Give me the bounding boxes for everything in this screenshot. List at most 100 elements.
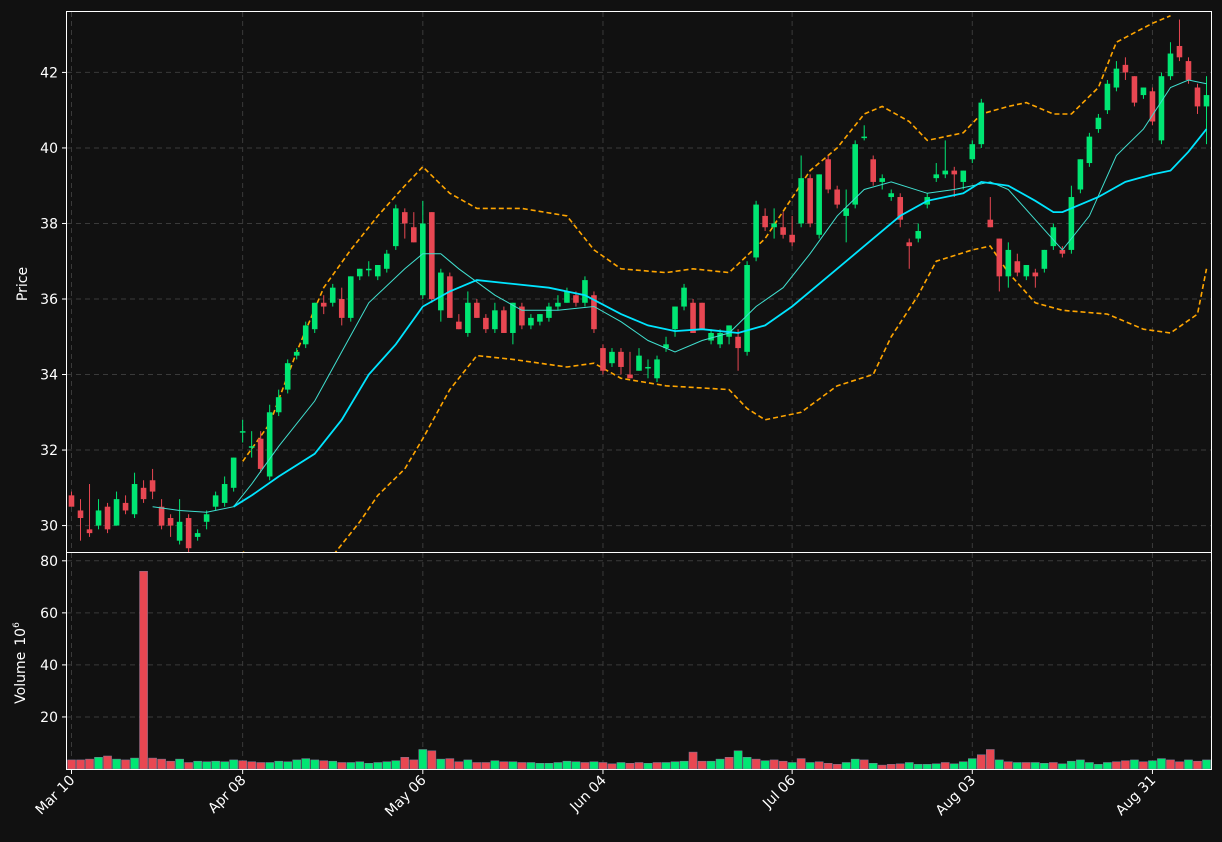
- candle-body: [969, 144, 976, 160]
- volume-bar: [1175, 761, 1184, 770]
- volume-bar: [463, 759, 473, 770]
- candle-body: [699, 302, 705, 330]
- short-moving-average-line: [152, 79, 1207, 513]
- candle-body: [86, 529, 93, 534]
- volume-axis-title-power: 6: [12, 622, 22, 628]
- candle-body: [1077, 159, 1084, 190]
- candle-body: [113, 499, 120, 526]
- candle-body: [447, 276, 453, 318]
- volume-bar: [778, 760, 788, 770]
- candle-body: [519, 306, 525, 326]
- volume-bar: [868, 763, 878, 770]
- candle-body: [870, 159, 876, 182]
- volume-bar: [184, 762, 193, 770]
- volume-bar: [859, 759, 869, 770]
- volume-tick-label: 40: [40, 658, 58, 674]
- volume-bar: [265, 762, 274, 770]
- price-tick-label: 40: [40, 141, 58, 157]
- volume-bar: [1112, 761, 1121, 770]
- volume-bar: [1094, 764, 1103, 770]
- candle-body: [1167, 53, 1174, 77]
- volume-bar: [850, 758, 860, 770]
- volume-bar: [886, 764, 896, 770]
- price-tick-label: 34: [40, 368, 58, 384]
- volume-bar: [571, 761, 581, 770]
- volume-bar: [436, 758, 446, 770]
- volume-bar: [643, 763, 653, 770]
- candle-body: [537, 314, 543, 322]
- candle-body: [77, 510, 84, 519]
- volume-bar: [274, 760, 283, 770]
- volume-bar: [472, 762, 482, 770]
- volume-bar: [175, 758, 184, 770]
- candle-body: [411, 227, 417, 243]
- volume-bar: [256, 762, 265, 770]
- volume-bar: [724, 757, 734, 770]
- candle-body: [1185, 61, 1192, 80]
- price-tick-label: 38: [40, 216, 58, 232]
- bollinger-bands: [242, 15, 1208, 552]
- candle-body: [735, 336, 741, 349]
- price-tick-label: 36: [40, 292, 58, 308]
- candle-body: [1203, 95, 1210, 107]
- volume-bar: [940, 762, 950, 770]
- candle-body: [1095, 117, 1102, 130]
- volume-gridlines: [67, 553, 1211, 769]
- candle-body: [383, 253, 390, 269]
- volume-bar: [292, 759, 302, 770]
- candle-body: [672, 306, 678, 330]
- candle-body: [374, 265, 381, 277]
- candle-body: [591, 295, 597, 330]
- volume-bar: [355, 761, 365, 770]
- candle-body: [239, 431, 246, 433]
- candle-body: [978, 102, 985, 145]
- candle-body: [528, 317, 534, 326]
- candle-body: [996, 238, 1003, 277]
- candle-body: [1014, 261, 1021, 273]
- price-tick-label: 42: [40, 65, 58, 81]
- volume-bar: [922, 764, 932, 770]
- volume-bar: [238, 760, 247, 770]
- volume-bar: [832, 764, 842, 770]
- volume-bar: [814, 761, 824, 770]
- volume-bar: [1202, 759, 1211, 770]
- candle-body: [933, 174, 940, 179]
- candles: [68, 19, 1210, 552]
- candle-body: [212, 495, 219, 507]
- candle-body: [474, 302, 480, 318]
- candle-body: [951, 170, 958, 175]
- candle-body: [861, 136, 867, 139]
- candle-body: [1005, 249, 1012, 277]
- candle-body: [807, 178, 813, 224]
- candle-body: [708, 332, 714, 341]
- candle-body: [275, 397, 282, 413]
- volume-panel-frame: [66, 552, 1212, 770]
- volume-bar: [211, 760, 220, 770]
- volume-bar: [1157, 758, 1166, 770]
- candle-body: [789, 234, 795, 243]
- candle-body: [645, 366, 651, 369]
- volume-bar: [481, 762, 491, 770]
- volume-bar: [1193, 760, 1202, 770]
- volume-bar: [958, 761, 968, 770]
- volume-axis-title: Volume 106: [12, 622, 29, 704]
- volume-bar: [589, 761, 599, 770]
- candle-body: [834, 189, 840, 205]
- volume-bar: [1040, 763, 1049, 770]
- candle-body: [230, 457, 237, 488]
- volume-axis-ticks: 20 40 60 80: [40, 554, 67, 726]
- volume-bar: [283, 761, 292, 770]
- volume-bar: [580, 762, 590, 770]
- volume-bar: [967, 758, 977, 770]
- volume-bar: [364, 763, 374, 770]
- volume-bar: [877, 764, 887, 770]
- candle-body: [1131, 76, 1138, 103]
- candle-body: [690, 302, 696, 333]
- volume-bar: [1103, 762, 1112, 770]
- volume-bar: [1085, 762, 1094, 770]
- volume-bar: [652, 762, 662, 770]
- candle-body: [906, 242, 913, 247]
- volume-bar: [544, 763, 554, 770]
